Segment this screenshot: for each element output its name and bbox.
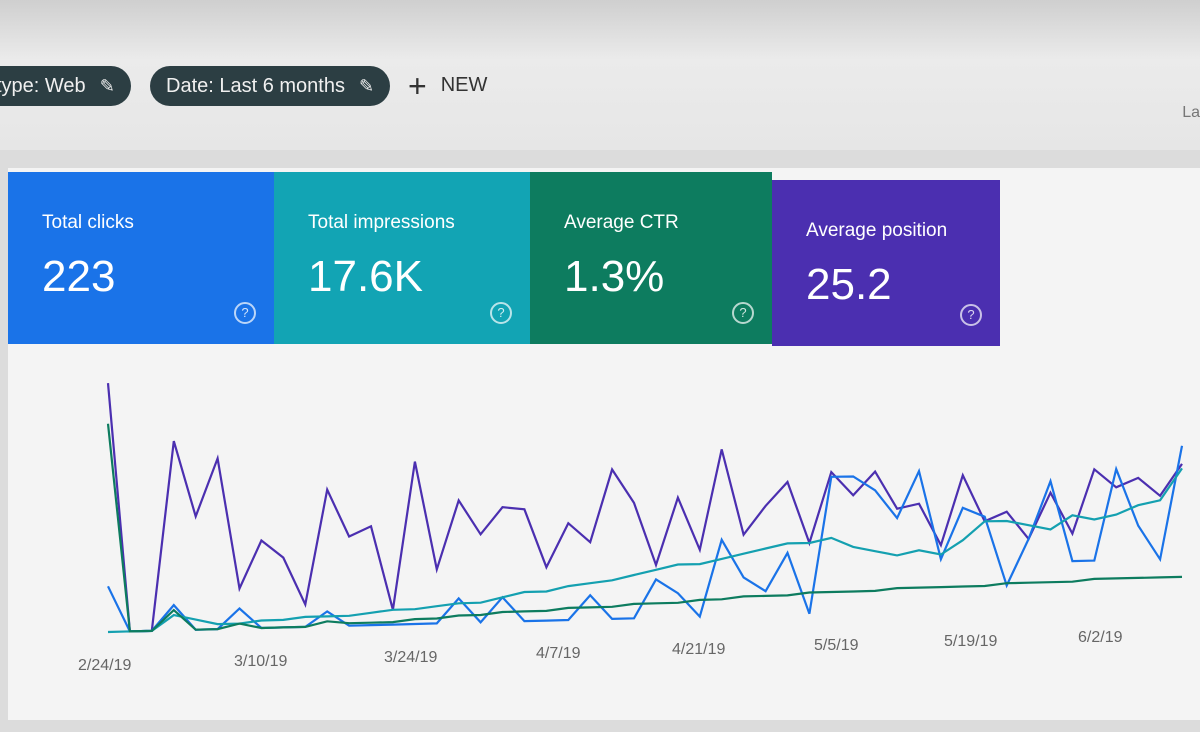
- filter-bar: type: Web ✎ Date: Last 6 months ✎ + NEW …: [0, 0, 1200, 150]
- x-tick-label: 5/5/19: [814, 637, 859, 654]
- help-icon[interactable]: ?: [234, 302, 256, 324]
- x-tick-label: 6/2/19: [1078, 629, 1123, 646]
- filter-label: Date: Last 6 months: [166, 74, 345, 97]
- metric-label: Total impressions: [308, 212, 455, 233]
- x-tick-label: 4/21/19: [672, 641, 725, 658]
- filter-chip-date[interactable]: Date: Last 6 months ✎: [150, 66, 391, 106]
- filter-label: type: Web: [0, 74, 86, 97]
- pencil-icon[interactable]: ✎: [99, 75, 115, 96]
- metric-label: Average CTR: [564, 212, 679, 233]
- x-tick-label: 4/7/19: [536, 645, 581, 662]
- help-icon[interactable]: ?: [490, 302, 512, 324]
- series-line-3: [106, 423, 1183, 633]
- metric-card-average-ctr[interactable]: Average CTR 1.3% ?: [530, 172, 772, 344]
- metric-value: 1.3%: [564, 252, 665, 301]
- help-icon[interactable]: ?: [732, 302, 754, 324]
- filter-chip-search-type[interactable]: type: Web ✎: [0, 66, 131, 106]
- series-line-0: [106, 383, 1183, 633]
- metric-label: Total clicks: [42, 212, 134, 233]
- metric-value: 25.2: [806, 260, 892, 309]
- truncated-text: La: [1182, 104, 1200, 121]
- help-icon[interactable]: ?: [960, 304, 982, 326]
- x-tick-label: 3/24/19: [384, 649, 437, 666]
- series-line-2: [107, 467, 1183, 634]
- metric-card-average-position[interactable]: Average position 25.2 ?: [772, 180, 1000, 346]
- new-filter-button[interactable]: + NEW: [408, 67, 488, 104]
- plus-icon: +: [408, 67, 427, 104]
- x-tick-label: 2/24/19: [78, 657, 131, 674]
- pencil-icon[interactable]: ✎: [358, 75, 375, 96]
- metric-label: Average position: [806, 220, 948, 241]
- new-label: NEW: [440, 74, 488, 96]
- metric-card-total-clicks[interactable]: Total clicks 223 ?: [8, 172, 274, 344]
- x-tick-label: 3/10/19: [234, 653, 287, 670]
- metric-card-total-impressions[interactable]: Total impressions 17.6K ?: [274, 172, 530, 344]
- metric-value: 17.6K: [308, 252, 423, 301]
- x-tick-label: 5/19/19: [944, 633, 997, 650]
- metric-value: 223: [42, 252, 116, 301]
